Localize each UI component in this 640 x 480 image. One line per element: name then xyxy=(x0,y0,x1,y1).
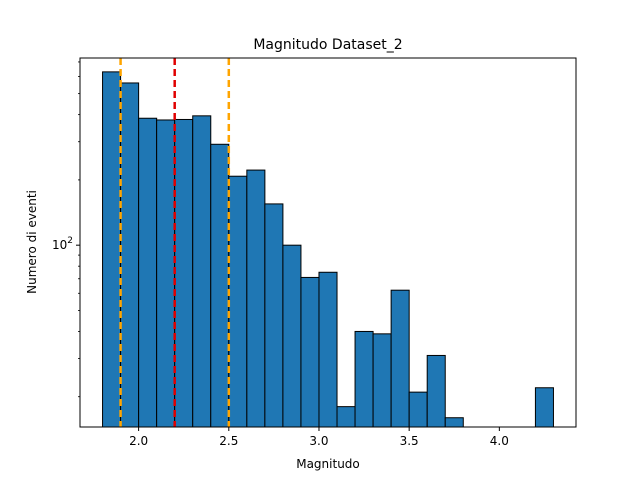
plot-frame xyxy=(79,57,577,428)
chart-title: Magnitudo Dataset_2 xyxy=(253,37,402,53)
histogram-bar xyxy=(534,387,554,428)
x-ticks-group: 2.0 2.5 3.0 3.5 4.0 xyxy=(129,427,509,448)
histogram-bar xyxy=(426,354,446,428)
bars-group xyxy=(102,71,554,428)
x-tick-label: 4.0 xyxy=(490,434,509,448)
histogram-bar xyxy=(300,276,320,428)
histogram-bar xyxy=(282,244,302,428)
histogram-bar xyxy=(246,169,266,428)
histogram-bar xyxy=(390,289,410,428)
histogram-bar xyxy=(444,417,464,428)
x-tick-label: 2.5 xyxy=(219,434,238,448)
histogram-bar xyxy=(210,143,230,428)
x-tick-label: 3.0 xyxy=(309,434,328,448)
histogram-bar xyxy=(192,115,212,428)
histogram-bar xyxy=(120,82,140,428)
x-axis-label: Magnitudo xyxy=(296,457,360,471)
histogram-bar xyxy=(138,117,158,428)
histogram-bar xyxy=(318,271,338,428)
histogram-bar xyxy=(408,391,428,428)
histogram-bar xyxy=(372,333,392,428)
y-ticks-group: 102 xyxy=(52,61,80,398)
histogram-bar xyxy=(264,203,284,428)
histogram-bar xyxy=(102,71,122,428)
histogram-bar xyxy=(228,175,248,428)
histogram-bar xyxy=(174,118,194,428)
y-axis-label: Numero di eventi xyxy=(25,190,39,294)
reference-lines-group xyxy=(119,58,231,427)
histogram-bar xyxy=(354,330,374,428)
x-tick-label: 2.0 xyxy=(129,434,148,448)
histogram-bar xyxy=(156,119,176,428)
x-tick-label: 3.5 xyxy=(400,434,419,448)
y-tick-label: 102 xyxy=(52,236,73,252)
histogram-bar xyxy=(336,406,356,428)
